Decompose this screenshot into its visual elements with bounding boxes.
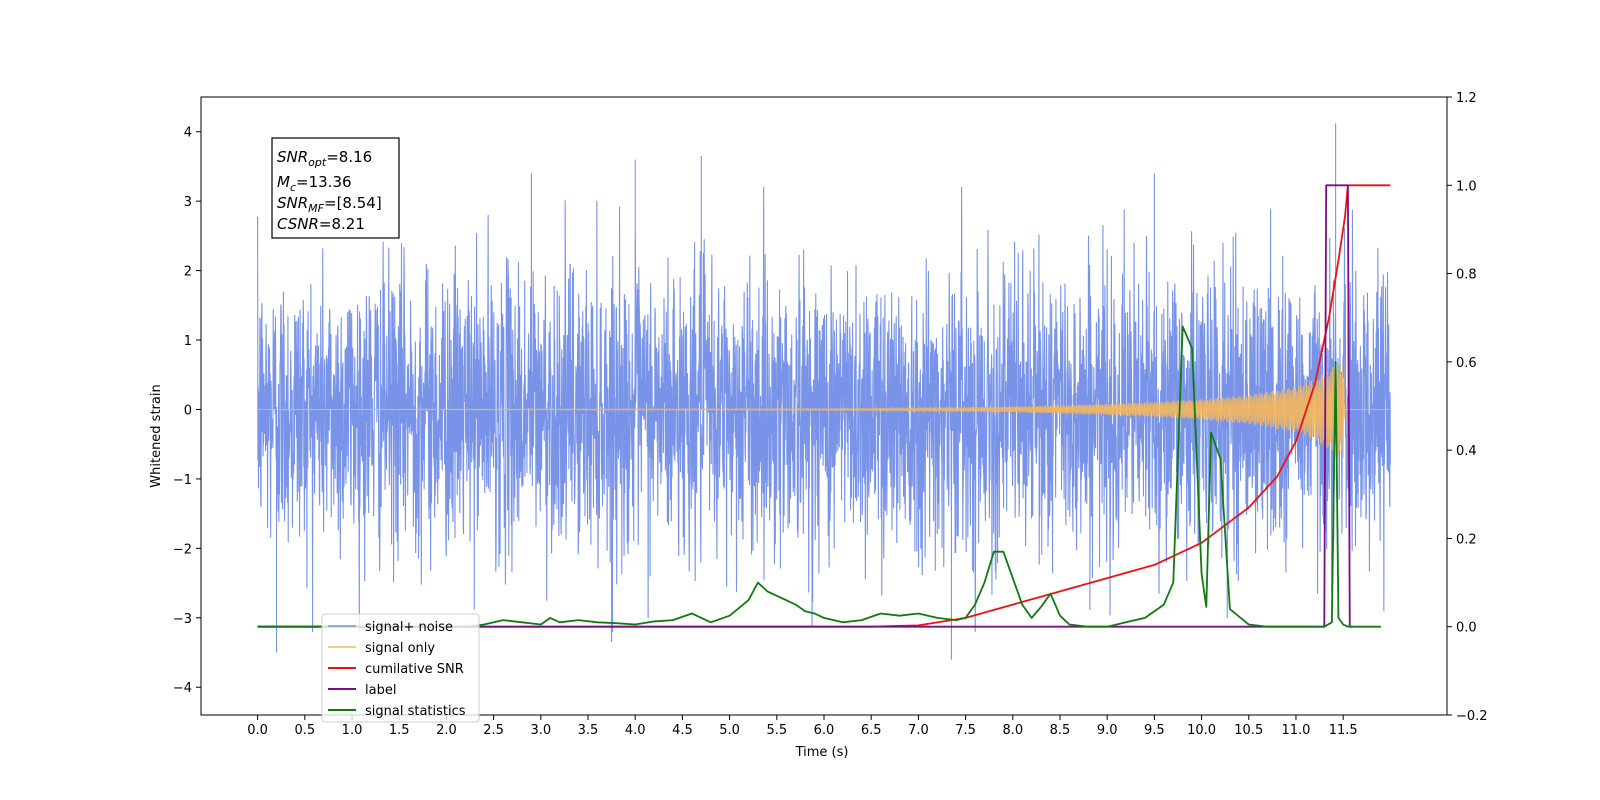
legend-item-cumilative-snr: cumilative SNR [328,662,464,677]
y-right-tick-label: −0.2 [1456,709,1488,724]
x-tick-label: 7.5 [955,723,976,738]
y-right-tick-label: 0.2 [1456,532,1477,547]
info-csnr: CSNR=8.21 [277,215,365,233]
y-tick-label: 3 [184,195,192,210]
x-tick-label: 5.0 [719,723,740,738]
x-tick-label: 10.5 [1234,723,1263,738]
y-right-tick-label: 0.0 [1456,621,1477,636]
x-tick-label: 9.0 [1097,723,1118,738]
series-signal-only [257,364,1391,458]
x-tick-label: 2.5 [483,723,504,738]
legend-label: signal+ noise [365,620,453,635]
x-tick-label: 1.5 [389,723,410,738]
y-tick-label: 1 [184,334,192,349]
legend-item-signal-noise: signal+ noise [328,620,453,635]
y-tick-label: 2 [184,265,192,280]
y-tick-label: −4 [173,681,192,696]
legend-item-label: label [328,683,396,698]
info-snr-mf: SNRMF=[8.54] [277,194,382,215]
legend-item-signal-statistics: signal statistics [328,704,466,719]
x-tick-label: 11.5 [1329,723,1358,738]
y-tick-label: −2 [173,542,192,557]
y-right-tick-label: 0.6 [1456,356,1477,371]
x-tick-label: 10.0 [1187,723,1216,738]
y-tick-label: −3 [173,612,192,627]
legend-item-signal-only: signal only [328,641,435,656]
x-tick-label: 5.5 [766,723,787,738]
y-tick-label: −1 [173,473,192,488]
y-right-tick-label: 0.4 [1456,444,1477,459]
x-tick-label: 0.5 [294,723,315,738]
x-tick-label: 4.0 [625,723,646,738]
y-tick-label: 4 [184,126,192,141]
axes-layer: 0.0 0.5 1.0 1.5 2.0 2.5 3.0 3.5 4.0 4.5 5.0 5.5 6.0 6… [173,91,1488,738]
y-right-tick-label: 1.0 [1456,179,1477,194]
x-tick-label: 2.0 [436,723,457,738]
legend-box [321,613,480,723]
y-tick-label: 0 [184,403,192,418]
x-tick-label: 0.0 [247,723,268,738]
y-right-tick-label: 0.8 [1456,268,1477,283]
x-tick-label: 4.5 [672,723,693,738]
x-tick-label: 3.0 [530,723,551,738]
legend-label: label [365,683,396,698]
legend-label: signal statistics [365,704,466,719]
x-axis-label: Time (s) [795,745,849,760]
x-tick-label: 9.5 [1144,723,1165,738]
y-right-tick-label: 1.2 [1456,91,1477,106]
x-tick-label: 7.0 [908,723,929,738]
info-box: SNRopt=8.16 Mc=13.36 SNRMF=[8.54] CSNR=8… [271,137,400,239]
info-snr-opt: SNRopt=8.16 [277,148,372,169]
x-tick-label: 6.5 [861,723,882,738]
info-mc: Mc=13.36 [277,173,352,194]
legend-label: cumilative SNR [365,662,464,677]
x-tick-label: 6.0 [814,723,835,738]
x-tick-label: 11.0 [1281,723,1310,738]
x-tick-label: 8.5 [1050,723,1071,738]
series-signal-noise [257,123,1391,660]
x-tick-label: 8.0 [1002,723,1023,738]
legend: signal+ noise signal only cumilative SNR la… [321,613,480,723]
y-axis-label: Whitened strain [149,384,164,487]
legend-label: signal only [365,641,435,656]
series-signal-statistics [257,325,1381,628]
x-tick-label: 3.5 [578,723,599,738]
x-tick-label: 1.0 [342,723,363,738]
series-layer [257,123,1391,660]
